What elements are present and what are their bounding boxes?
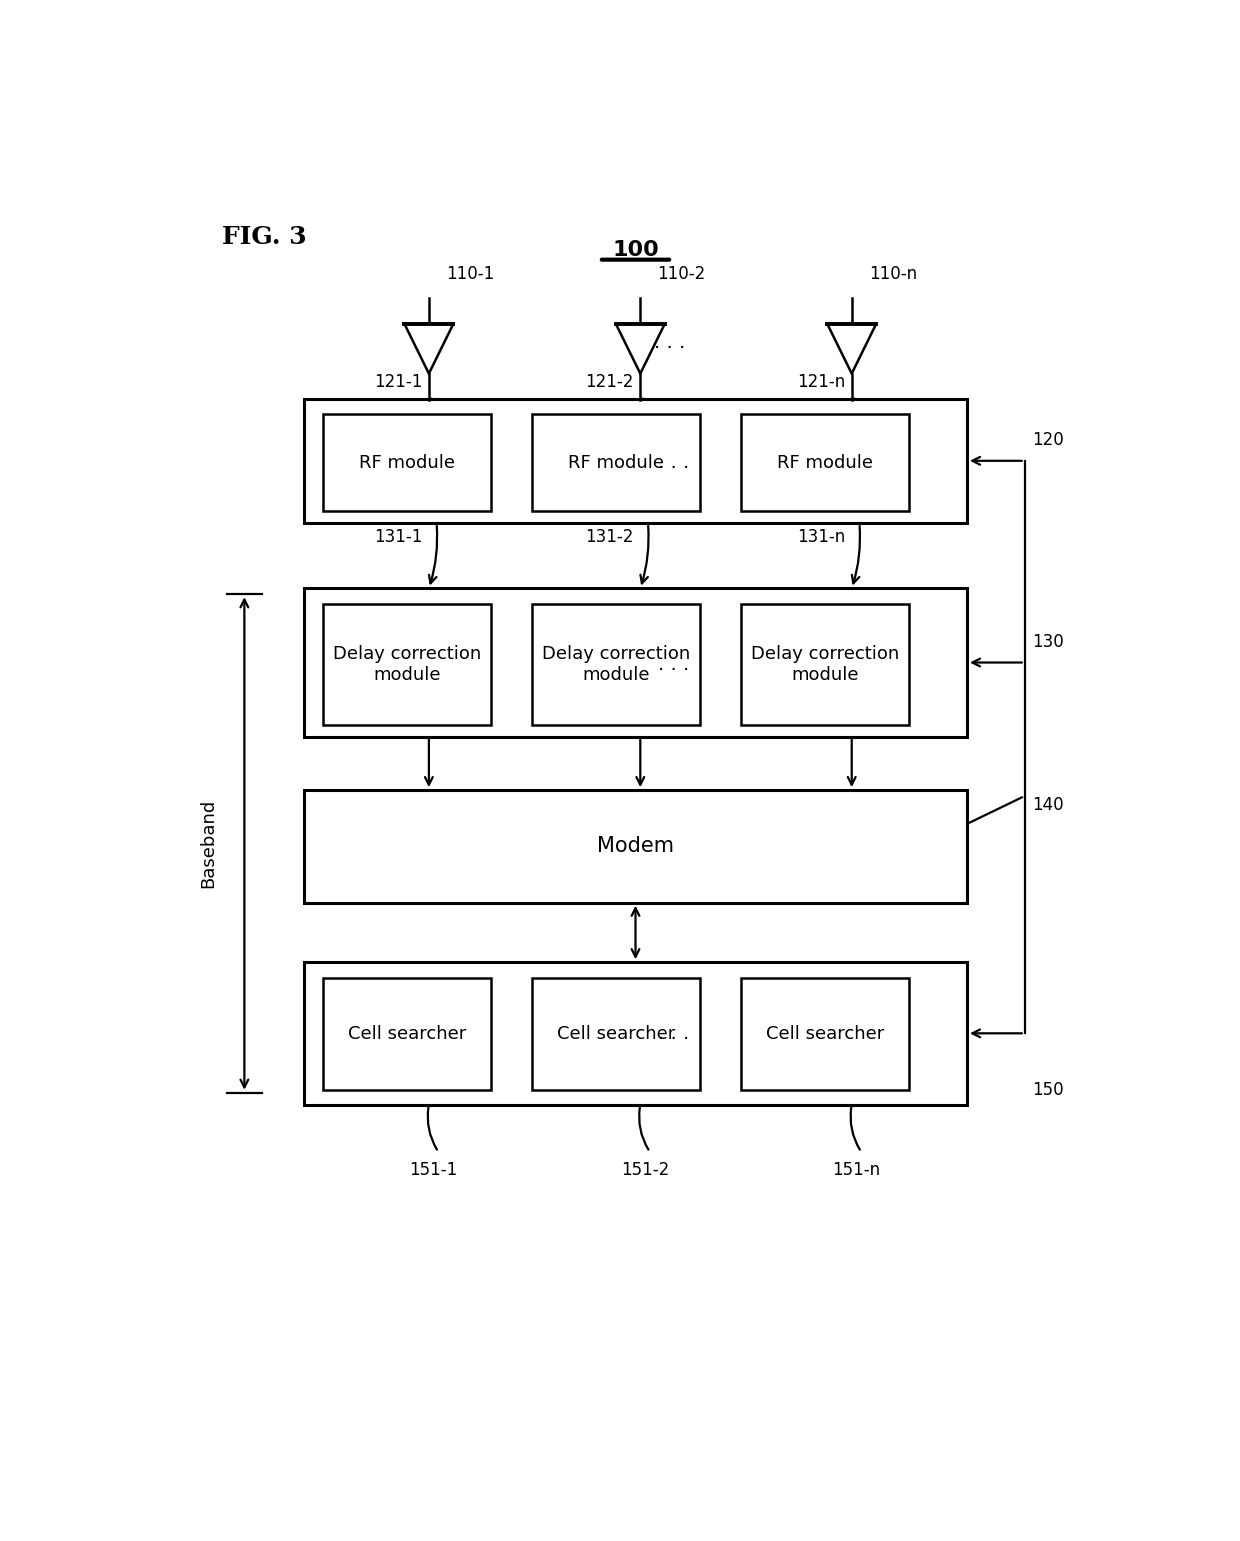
Text: Delay correction
module: Delay correction module — [751, 644, 899, 684]
Text: 120: 120 — [1033, 431, 1064, 448]
Text: RF module: RF module — [777, 453, 873, 472]
Text: Delay correction
module: Delay correction module — [542, 644, 689, 684]
Bar — [304, 791, 967, 903]
Text: FIG. 3: FIG. 3 — [222, 225, 306, 250]
Text: 151-n: 151-n — [832, 1162, 880, 1179]
Text: 150: 150 — [1033, 1080, 1064, 1099]
Text: . . .: . . . — [658, 453, 689, 472]
Text: 110-1: 110-1 — [446, 265, 495, 284]
Text: 110-n: 110-n — [869, 265, 918, 284]
Text: 131-2: 131-2 — [585, 529, 634, 546]
Text: . . .: . . . — [658, 655, 689, 673]
Text: 121-n: 121-n — [797, 373, 846, 391]
Text: 151-2: 151-2 — [621, 1162, 670, 1179]
Text: Cell searcher: Cell searcher — [557, 1025, 675, 1043]
Text: 100: 100 — [613, 239, 658, 259]
Text: 140: 140 — [1033, 797, 1064, 814]
Bar — [324, 604, 491, 724]
Text: Baseband: Baseband — [198, 798, 217, 888]
Bar — [742, 415, 909, 512]
Text: 121-2: 121-2 — [585, 373, 634, 391]
Text: 131-1: 131-1 — [374, 529, 423, 546]
Bar — [324, 977, 491, 1091]
Text: 121-1: 121-1 — [374, 373, 423, 391]
Bar — [304, 399, 967, 522]
Text: 151-1: 151-1 — [409, 1162, 458, 1179]
Bar — [532, 977, 699, 1091]
Text: Delay correction
module: Delay correction module — [334, 644, 481, 684]
Text: Cell searcher: Cell searcher — [766, 1025, 884, 1043]
Text: . . .: . . . — [658, 1025, 689, 1043]
Text: Cell searcher: Cell searcher — [348, 1025, 466, 1043]
Text: RF module: RF module — [568, 453, 663, 472]
Text: 131-n: 131-n — [797, 529, 846, 546]
Text: 130: 130 — [1033, 633, 1064, 650]
Bar — [532, 415, 699, 512]
Text: . . .: . . . — [653, 333, 684, 353]
Bar — [324, 415, 491, 512]
Bar — [304, 962, 967, 1105]
Bar — [304, 589, 967, 737]
Bar — [532, 604, 699, 724]
Text: RF module: RF module — [360, 453, 455, 472]
Bar — [742, 977, 909, 1091]
Bar — [742, 604, 909, 724]
Text: 110-2: 110-2 — [657, 265, 706, 284]
Text: Modem: Modem — [596, 837, 675, 857]
